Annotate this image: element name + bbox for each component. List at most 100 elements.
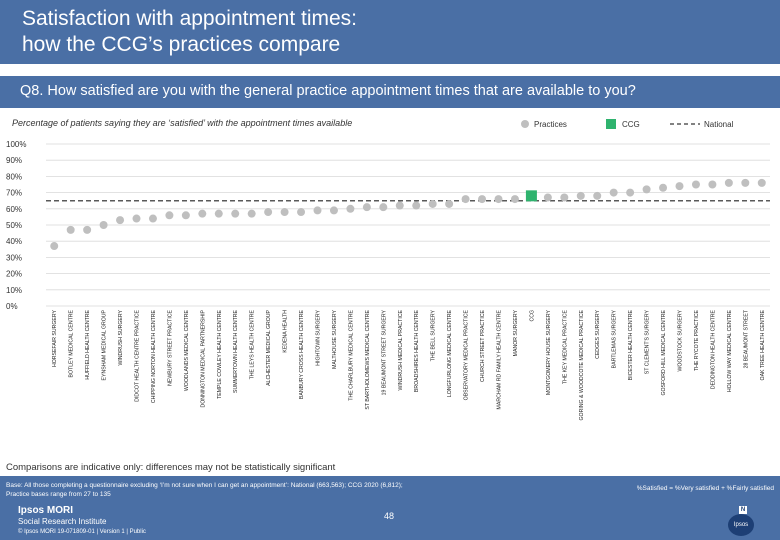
x-category-label: LONGFURLONG MEDICAL CENTRE <box>447 309 453 397</box>
x-category-label: TEMPLE COWLEY HEALTH CENTRE <box>217 309 223 398</box>
practice-point <box>593 191 602 200</box>
legend-ccg: CCG <box>606 117 640 131</box>
social-research-institute-label: Social Research Institute <box>18 517 107 526</box>
practice-point <box>741 178 750 187</box>
x-category-label: HOLLOW WAY MEDICAL CENTRE <box>727 309 733 392</box>
x-category-label: KEDENA HEALTH <box>283 310 289 353</box>
practice-point <box>247 209 256 218</box>
question-text: Q8. How satisfied are you with the gener… <box>20 83 636 99</box>
x-category-label: MARCHAM RD FAMILY HEALTH CENTRE <box>497 309 503 409</box>
x-category-label: THE RYCOTE PRACTICE <box>694 309 700 371</box>
practice-point <box>116 216 125 225</box>
practice-point <box>445 199 454 208</box>
practice-point <box>560 193 569 202</box>
x-category-label: BOTLEY MEDICAL CENTRE <box>69 309 75 377</box>
practice-point <box>346 204 355 213</box>
practice-point <box>329 206 338 215</box>
x-category-label: GORING & WOODCOTE MEDICAL PRACTICE <box>579 309 585 420</box>
practice-point <box>478 195 487 204</box>
x-category-label: MONTGOMERY HOUSE SURGERY <box>546 309 552 395</box>
x-category-label: CEDGES SURGERY <box>595 309 601 358</box>
y-tick-label: 80% <box>6 172 22 181</box>
footer-bar: Base: All those completing a questionnai… <box>0 476 780 540</box>
x-category-label: BICESTER HEALTH CENTRE <box>628 309 634 380</box>
x-category-label: WINDRUSH MEDICAL PRACTICE <box>398 309 404 390</box>
x-category-label: CHIPPING NORTON HEALTH CENTRE <box>151 309 157 403</box>
base-line1: Base: All those completing a questionnai… <box>6 482 403 489</box>
legend-national-label: National <box>704 119 734 129</box>
ccg-point <box>525 190 537 202</box>
ccg-square-icon <box>606 119 616 129</box>
x-category-label: MANOR SURGERY <box>513 309 519 356</box>
practice-point <box>165 211 174 220</box>
practice-point <box>280 208 289 217</box>
page-title-line1: Satisfaction with appointment times: <box>22 7 357 30</box>
y-tick-label: 40% <box>6 237 22 246</box>
practice-point <box>461 195 470 204</box>
legend: Practices CCG National <box>520 117 770 131</box>
x-category-label: ALCHESTER MEDICAL GROUP <box>266 309 272 385</box>
question-bar: Q8. How satisfied are you with the gener… <box>0 76 780 108</box>
x-category-label: ST BARTHOLOMEWS MEDICAL CENTRE <box>365 309 371 409</box>
satisfied-definition: %Satisfied = %Very satisfied + %Fairly s… <box>636 485 774 492</box>
practice-point <box>626 188 635 197</box>
legend-national: National <box>670 117 733 131</box>
x-category-label: 28 BEAUMONT STREET <box>743 309 749 368</box>
x-category-label: EYNSHAM MEDICAL GROUP <box>102 309 108 380</box>
legend-practices-label: Practices <box>534 119 567 129</box>
practice-point <box>313 206 322 215</box>
x-category-label: DIDCOT HEALTH CENTRE PRACTICE <box>135 309 141 401</box>
practice-point <box>675 182 684 191</box>
ipsos-mori-logo: Ipsos MORI <box>18 505 74 516</box>
header-bar: Satisfaction with appointment times: how… <box>0 0 780 64</box>
x-category-label: HORSEFAIR SURGERY <box>52 309 58 367</box>
x-category-label: WINDRUSH SURGERY <box>118 309 124 365</box>
x-category-label: HUFFIELD HEALTH CENTRE <box>85 309 91 379</box>
practice-point <box>83 225 92 234</box>
practice-point <box>198 209 207 218</box>
practice-point <box>66 225 75 234</box>
practice-dot-icon <box>521 120 529 128</box>
x-category-label: CHURCH STREET PRACTICE <box>480 309 486 381</box>
y-tick-label: 50% <box>6 221 22 230</box>
y-tick-label: 100% <box>6 140 26 149</box>
practice-point <box>148 214 157 223</box>
base-line2: Practice bases range from 27 to 135 <box>6 491 111 498</box>
satisfaction-chart: 0% 10% 20% 30% 40% 50% 60% 70% 80% 90% 100% HORSEFA… <box>6 140 770 420</box>
practice-point <box>50 242 59 251</box>
practice-point <box>99 221 108 229</box>
x-category-label: WOODLANDS MEDICAL CENTRE <box>184 309 190 391</box>
x-category-label: HIGHTOWN SURGERY <box>316 309 322 365</box>
page-number: 48 <box>384 511 395 521</box>
y-tick-label: 90% <box>6 156 22 165</box>
x-category-label: THE LEYS HEALTH CENTRE <box>250 309 256 379</box>
x-category-label: DEDDINGTON HEALTH CENTRE <box>710 309 716 389</box>
x-category-label: OBSERVATORY MEDICAL PRACTICE <box>464 309 470 400</box>
y-tick-label: 20% <box>6 270 22 279</box>
practice-point <box>543 193 552 202</box>
x-category-label: OAK TREE HEALTH CENTRE <box>760 309 766 380</box>
chart-area: 0% 10% 20% 30% 40% 50% 60% 70% 80% 90% 100% HORSEFA… <box>0 136 780 466</box>
y-tick-label: 70% <box>6 189 22 198</box>
y-tick-label: 60% <box>6 205 22 214</box>
legend-ccg-label: CCG <box>622 119 640 129</box>
practice-point <box>264 208 273 217</box>
base-text: Base: All those completing a questionnai… <box>6 481 526 499</box>
legend-practices: Practices <box>520 117 567 131</box>
copyright-text: © Ipsos MORI 19-071809-01 | Version 1 | … <box>18 529 146 535</box>
x-category-label: ST CLEMENT'S SURGERY <box>645 309 651 374</box>
comparison-note: Comparisons are indicative only: differe… <box>6 462 336 473</box>
practice-point <box>362 203 371 212</box>
x-category-label: MALTHOUSE SURGERY <box>332 309 338 368</box>
y-tick-label: 30% <box>6 253 22 262</box>
x-category-label: 19 BEAUMONT STREET SURGERY <box>381 309 387 395</box>
x-category-label: SUMMERTOWN HEALTH CENTRE <box>233 309 239 393</box>
y-tick-label: 10% <box>6 286 22 295</box>
practice-point <box>214 209 223 218</box>
practice-point <box>494 195 503 204</box>
practice-point <box>412 201 421 210</box>
practice-point <box>297 208 306 217</box>
practice-point <box>724 178 733 187</box>
practice-point <box>691 180 700 189</box>
x-category-label: BROADSHIRES HEALTH CENTRE <box>414 309 420 392</box>
